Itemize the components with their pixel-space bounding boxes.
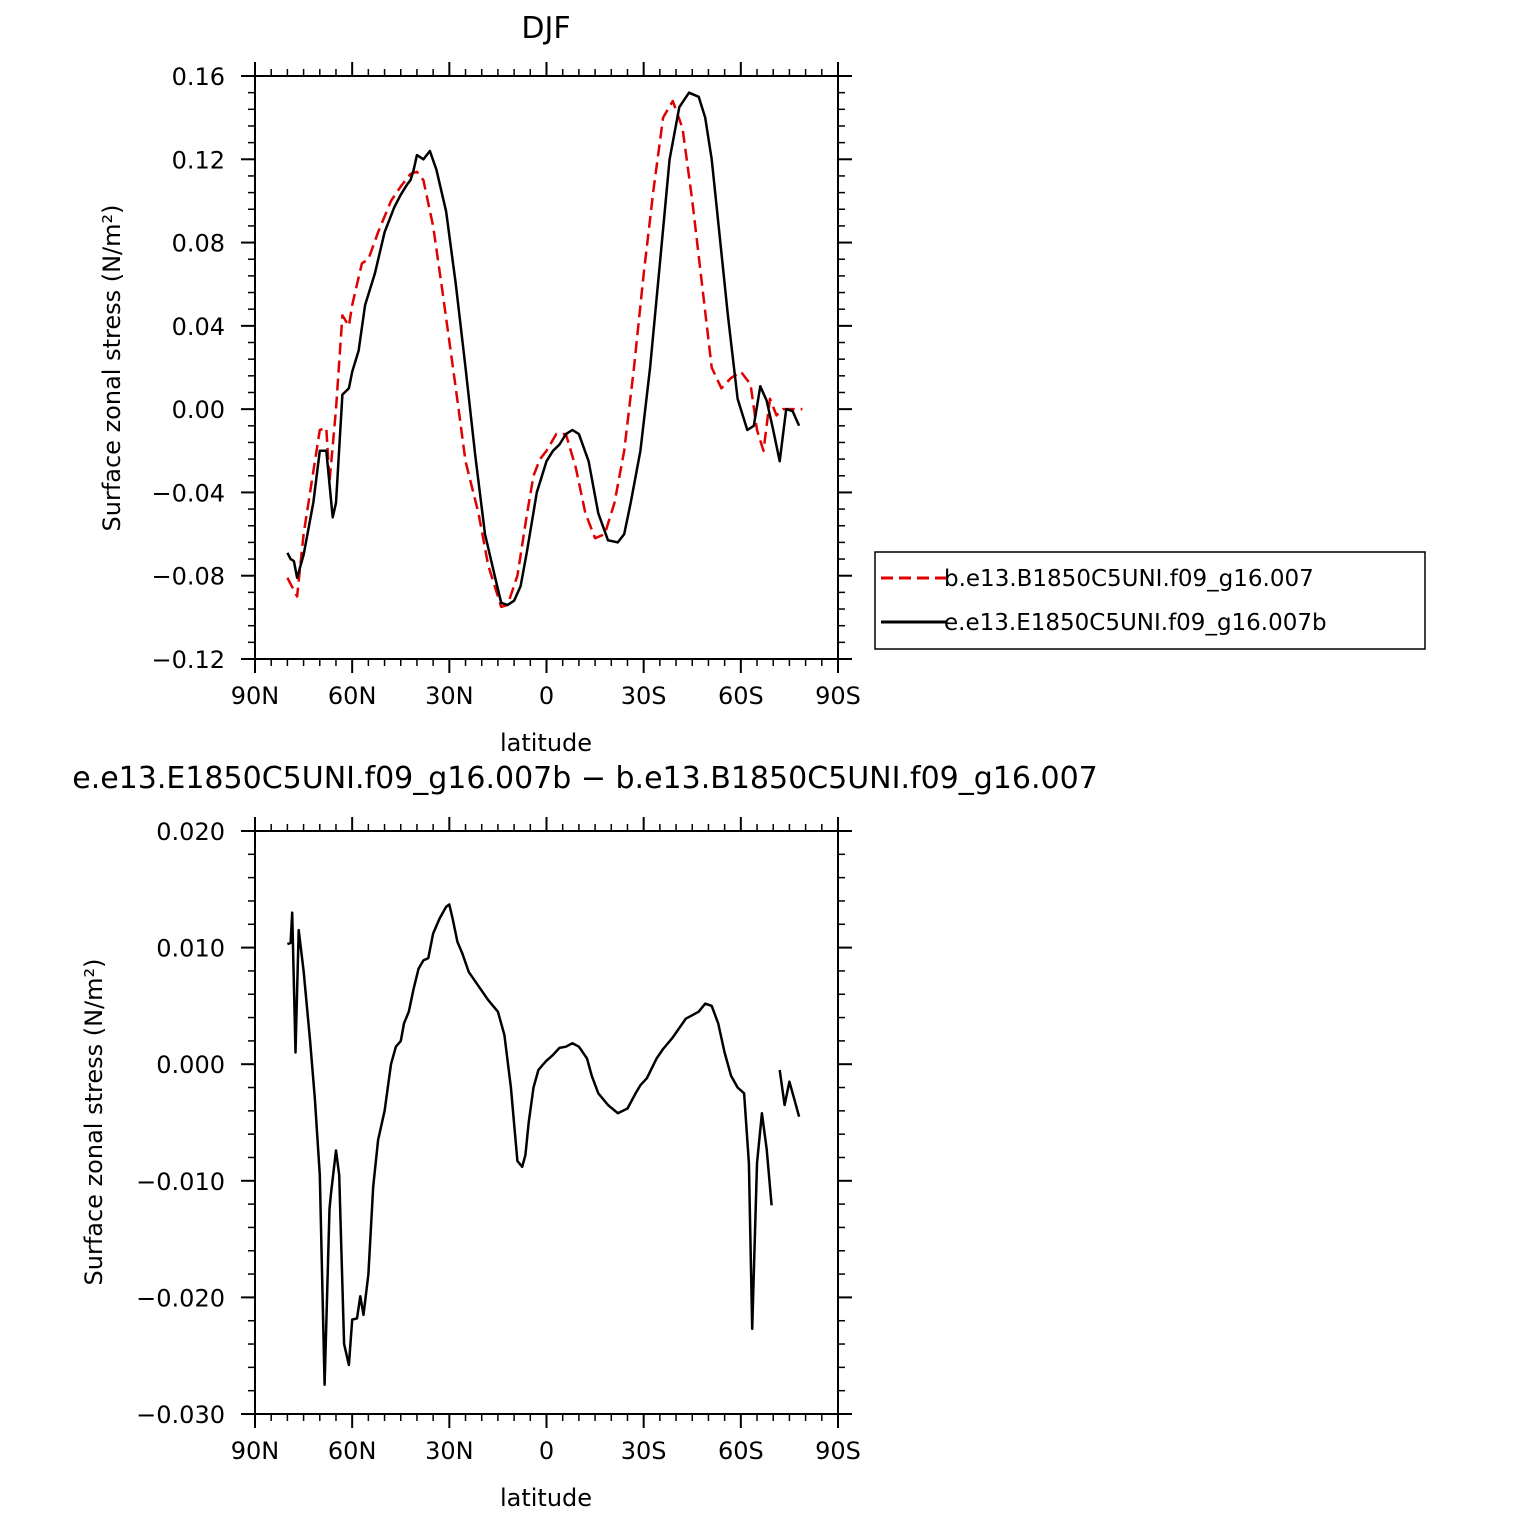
x-tick-label: 30N	[425, 682, 474, 710]
y-tick-label: 0.16	[172, 63, 225, 91]
x-tick-label: 90S	[815, 1437, 861, 1465]
bottom-y-axis-label: Surface zonal stress (N/m²)	[80, 959, 108, 1286]
x-tick-label: 90N	[231, 1437, 280, 1465]
x-tick-label: 30S	[621, 1437, 667, 1465]
y-tick-label: 0.00	[172, 396, 225, 424]
series-line-0	[286, 99, 803, 609]
bottom-panel: e.e13.E1850C5UNI.f09_g16.007b − b.e13.B1…	[72, 761, 1098, 1512]
legend-label-experiment: e.e13.E1850C5UNI.f09_g16.007b	[944, 610, 1327, 636]
x-tick-label: 90N	[231, 682, 280, 710]
top-series-lines	[286, 91, 803, 609]
y-tick-label: 0.010	[156, 935, 225, 963]
top-chart-title: DJF	[521, 11, 570, 46]
bottom-x-axis-label: latitude	[500, 1484, 592, 1512]
bottom-series-lines	[286, 903, 801, 1387]
y-tick-label: −0.04	[151, 479, 225, 507]
y-tick-label: −0.12	[151, 646, 225, 674]
series-line-1	[286, 91, 801, 607]
y-tick-label: −0.08	[151, 563, 225, 591]
series-line-0	[778, 1069, 801, 1118]
x-tick-label: 60S	[718, 1437, 764, 1465]
x-tick-label: 30S	[621, 682, 667, 710]
x-tick-label: 60N	[328, 1437, 377, 1465]
x-tick-label: 90S	[815, 682, 861, 710]
y-tick-label: −0.010	[136, 1168, 225, 1196]
x-tick-label: 60N	[328, 682, 377, 710]
x-tick-label: 0	[539, 682, 554, 710]
bottom-plot-frame	[254, 830, 839, 1415]
top-y-axis-label: Surface zonal stress (N/m²)	[98, 205, 126, 532]
top-panel: DJF 90N 60N 30N 0 30S 60S 90S −0.12 −0.08 −0.04 0.…	[98, 11, 1426, 757]
y-tick-label: 0.08	[172, 230, 225, 258]
x-tick-label: 30N	[425, 1437, 474, 1465]
legend-box	[874, 551, 1426, 650]
y-tick-label: 0.04	[172, 313, 225, 341]
y-tick-label: −0.020	[136, 1284, 225, 1312]
y-tick-label: 0.000	[156, 1051, 225, 1079]
top-x-axis-label: latitude	[500, 729, 592, 757]
legend: b.e13.B1850C5UNI.f09_g16.007 e.e13.E1850…	[874, 551, 1426, 650]
bottom-axis-ticks: 90N 60N 30N 0 30S 60S 90S −0.030 −0.020 −0.010 0.0…	[136, 817, 861, 1465]
x-tick-label: 60S	[718, 682, 764, 710]
y-tick-label: 0.12	[172, 146, 225, 174]
x-tick-label: 0	[539, 1437, 554, 1465]
legend-label-base: b.e13.B1850C5UNI.f09_g16.007	[944, 566, 1314, 592]
y-tick-label: −0.030	[136, 1401, 225, 1429]
top-plot-frame	[254, 75, 839, 660]
top-axis-ticks: 90N 60N 30N 0 30S 60S 90S −0.12 −0.08 −0.04 0.00 0.…	[151, 62, 861, 710]
series-line-0	[286, 903, 773, 1387]
bottom-chart-title: e.e13.E1850C5UNI.f09_g16.007b − b.e13.B1…	[72, 761, 1098, 796]
y-tick-label: 0.020	[156, 818, 225, 846]
